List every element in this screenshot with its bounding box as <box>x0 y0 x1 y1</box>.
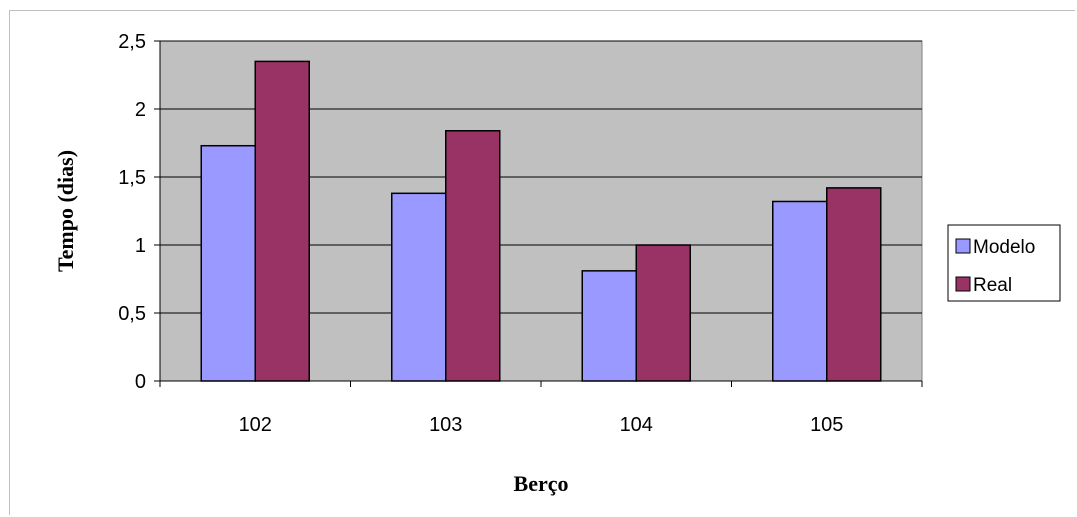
legend-swatch-modelo <box>955 238 971 254</box>
bar-real-103 <box>445 130 501 382</box>
x-tick-label: 103 <box>429 414 462 436</box>
axes <box>154 40 923 387</box>
y-tick-label: 2,5 <box>118 31 146 53</box>
bar-modelo-102 <box>200 144 256 382</box>
legend-label-real: Real <box>973 275 1012 296</box>
y-axis-title: Tempo (dias) <box>53 150 78 272</box>
bar-modelo-104 <box>581 270 637 382</box>
x-tick-label: 104 <box>620 414 653 436</box>
bar-real-105 <box>826 187 882 382</box>
x-tick-label: 102 <box>239 414 272 436</box>
legend-label-modelo: Modelo <box>973 237 1035 258</box>
y-tick-label: 1 <box>135 235 146 257</box>
legend-swatch-real <box>955 276 971 292</box>
x-tick-label: 105 <box>810 414 843 436</box>
y-tick-label: 1,5 <box>118 167 146 189</box>
bar-modelo-105 <box>772 200 828 382</box>
chart-frame <box>9 10 1075 515</box>
bar-real-104 <box>635 244 691 382</box>
x-axis-title: Berço <box>514 471 569 496</box>
y-tick-labels: 0 0,5 1 1,5 2 2,5 <box>118 31 146 393</box>
y-tick-label: 0,5 <box>118 303 146 325</box>
x-tick-labels: 102 103 104 105 <box>239 414 844 436</box>
bar-modelo-103 <box>391 192 447 382</box>
y-tick-label: 0 <box>135 371 146 393</box>
bar-real-102 <box>254 60 310 382</box>
legend: Modelo Real <box>947 224 1061 302</box>
y-tick-label: 2 <box>135 99 146 121</box>
